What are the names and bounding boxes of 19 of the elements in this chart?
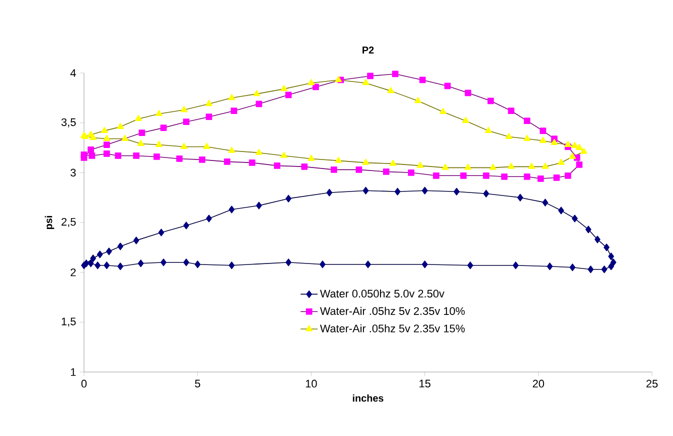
x-tick-label: 25: [646, 380, 658, 388]
y-tick-label: 3,5: [61, 118, 76, 128]
y-tick-label: 2: [70, 268, 76, 276]
x-tick-label: 15: [420, 380, 430, 388]
y-tick-label: 3: [70, 168, 76, 177]
y-tick-label: 1,5: [62, 318, 76, 327]
legend-label: Water-Air .05hz 5v 2.35v 15%: [320, 324, 465, 332]
x-tick-label: 10: [306, 380, 317, 388]
y-tick-label: 1: [70, 368, 76, 376]
x-tick-label: 5: [194, 380, 200, 388]
legend-label: Water-Air .05hz 5v 2.35v 10%: [320, 306, 465, 315]
y-tick-label: 2,5: [62, 218, 76, 228]
y-tick-label: 4: [70, 69, 76, 77]
x-tick-label: 0: [81, 380, 87, 388]
chart-title: P2: [362, 46, 374, 54]
x-tick-label: 20: [532, 380, 544, 388]
legend-label: Water 0.050hz 5.0v 2.50v: [320, 289, 444, 298]
y-axis-title: psi: [44, 216, 54, 230]
x-axis-title: inches: [352, 394, 384, 402]
